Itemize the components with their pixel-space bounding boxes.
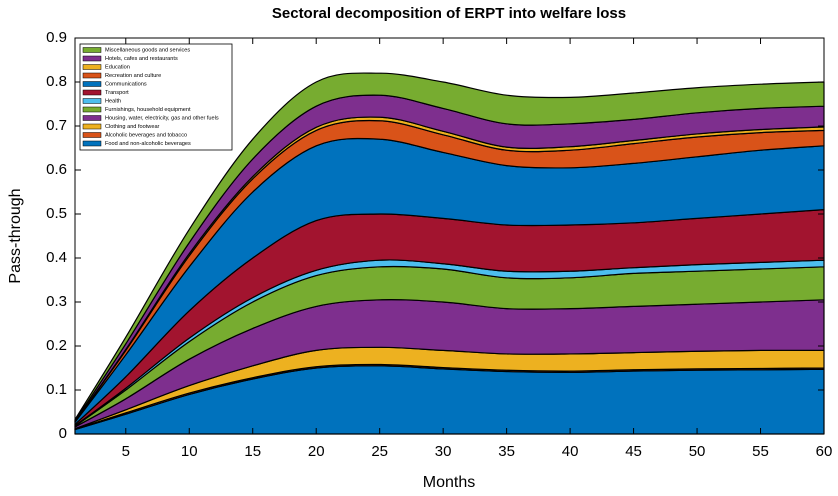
legend-label: Communications (105, 81, 147, 87)
legend-swatch (82, 55, 102, 62)
y-tick-label: 0.4 (46, 249, 67, 266)
y-tick-label: 0.3 (46, 293, 67, 310)
x-tick-label: 55 (752, 443, 769, 460)
legend-swatch (82, 115, 102, 121)
legend-label: Miscellaneous goods and services (105, 47, 190, 53)
x-tick-label: 60 (816, 443, 833, 460)
legend-label: Recreation and culture (105, 73, 161, 79)
legend-swatch (82, 47, 102, 53)
legend-label: Clothing and footwear (105, 124, 160, 130)
legend-swatch (82, 140, 102, 147)
x-tick-label: 10 (181, 443, 198, 460)
x-tick-label: 25 (371, 443, 388, 460)
legend-swatch (82, 89, 102, 96)
x-tick-label: 35 (498, 443, 515, 460)
legend-swatch (82, 72, 102, 79)
legend-swatch (82, 123, 102, 130)
chart-title: Sectoral decomposition of ERPT into welf… (272, 5, 626, 22)
axes-frame (74, 37, 825, 435)
x-tick-label: 50 (689, 443, 706, 460)
y-tick-label: 0.6 (46, 161, 67, 178)
legend-label: Alcoholic beverages and tobacco (105, 132, 187, 138)
legend-label: Health (105, 98, 121, 104)
y-tick-label: 0.7 (46, 117, 67, 134)
y-axis-label: Pass-through (7, 188, 24, 283)
x-tick-label: 5 (122, 443, 130, 460)
legend-swatch (82, 106, 102, 113)
x-tick-label: 30 (435, 443, 452, 460)
legend-label: Food and non-alcoholic beverages (105, 141, 191, 147)
x-tick-label: 15 (244, 443, 261, 460)
legend-label: Housing, water, electricity, gas and oth… (105, 115, 219, 121)
legend-label: Education (105, 64, 130, 70)
plot-area (74, 72, 825, 435)
y-tick-label: 0.5 (46, 205, 67, 222)
x-tick-label: 20 (308, 443, 325, 460)
legend-label: Hotels, cafes and restaurants (105, 56, 178, 62)
x-axis-label: Months (423, 474, 475, 491)
legend-swatch (82, 64, 102, 70)
y-tick-label: 0 (59, 425, 67, 442)
legend-swatch (82, 98, 102, 104)
y-tick-label: 0.2 (46, 337, 67, 354)
legend-label: Furnishings, household equipment (105, 107, 191, 113)
x-tick-label: 40 (562, 443, 579, 460)
y-tick-label: 0.8 (46, 73, 67, 90)
x-tick-label: 45 (625, 443, 642, 460)
y-tick-label: 0.9 (46, 29, 67, 46)
legend-label: Transport (105, 90, 129, 96)
legend: Miscellaneous goods and services Hotels, … (79, 43, 233, 151)
legend-swatch (82, 81, 102, 87)
y-tick-label: 0.1 (46, 381, 67, 398)
legend-swatch (82, 132, 102, 138)
legend-box (79, 43, 233, 151)
